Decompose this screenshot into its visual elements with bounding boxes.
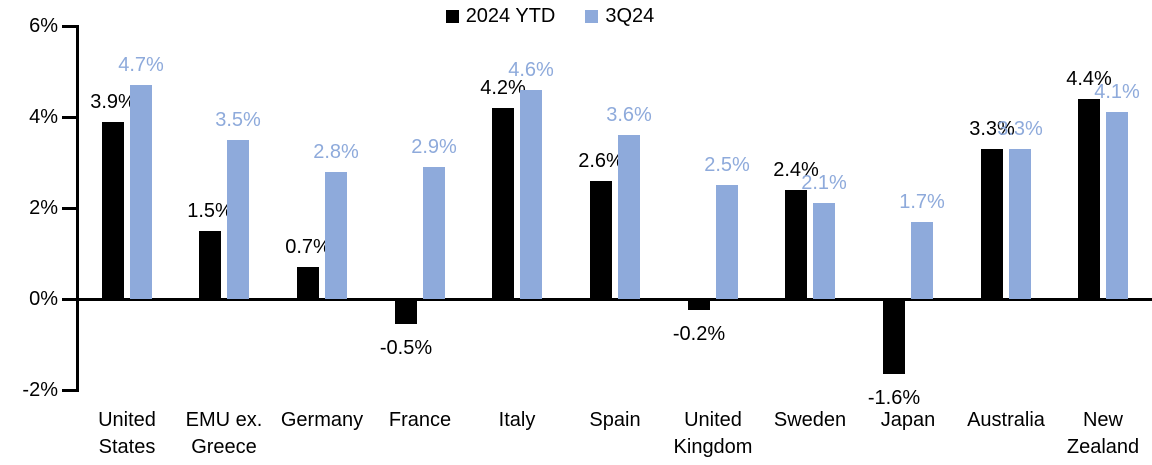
bar-value-label-2024-ytd-sweden: 2.4%	[773, 159, 819, 181]
y-axis-tick	[62, 25, 79, 28]
legend: 2024 YTD 3Q24	[0, 5, 1126, 28]
x-axis-category-label-italy: Italy	[498, 409, 536, 431]
bar-value-label-3q24-united-kingdom: 2.5%	[704, 154, 750, 176]
bar-value-label-3q24-germany: 2.8%	[313, 141, 359, 163]
x-axis-category-label-sweden: Sweden	[773, 409, 847, 431]
bar-3q24-germany	[325, 172, 347, 299]
bar-value-label-2024-ytd-japan: -1.6%	[867, 387, 921, 409]
bar-2024-ytd-new-zealand	[1078, 99, 1100, 299]
bar-3q24-united-kingdom	[716, 185, 738, 299]
y-axis-tick-label: 6%	[29, 15, 58, 37]
bar-2024-ytd-france	[395, 301, 417, 324]
bar-2024-ytd-australia	[981, 149, 1003, 299]
bar-value-label-2024-ytd-france: -0.5%	[379, 337, 433, 359]
y-axis-tick-label: -2%	[22, 379, 58, 401]
bar-value-label-2024-ytd-australia: 3.3%	[969, 118, 1015, 140]
bar-value-label-2024-ytd-spain: 2.6%	[578, 150, 624, 172]
bar-2024-ytd-italy	[492, 108, 514, 299]
bar-3q24-sweden	[813, 203, 835, 299]
legend-swatch-black-icon	[445, 10, 459, 23]
x-axis-category-label-united-states: United States	[98, 409, 156, 458]
x-axis-category-label-new-zealand: New Zealand	[1066, 409, 1140, 458]
bar-2024-ytd-sweden	[785, 190, 807, 299]
bar-3q24-spain	[618, 135, 640, 299]
bar-value-label-2024-ytd-germany: 0.7%	[285, 236, 331, 258]
legend-label-2024-ytd: 2024 YTD	[465, 5, 556, 27]
bar-value-label-2024-ytd-united-states: 3.9%	[90, 91, 136, 113]
bar-2024-ytd-united-kingdom	[688, 301, 710, 310]
y-axis-tick-label: 0%	[29, 288, 58, 310]
y-axis-tick-label: 2%	[29, 197, 58, 219]
bar-3q24-emu-ex-greece	[227, 140, 249, 299]
bar-value-label-2024-ytd-united-kingdom: -0.2%	[672, 323, 726, 345]
bar-value-label-3q24-new-zealand: 4.1%	[1094, 81, 1140, 103]
bar-value-label-3q24-australia: 3.3%	[997, 118, 1043, 140]
x-axis-category-label-germany: Germany	[280, 409, 364, 431]
bar-value-label-3q24-france: 2.9%	[411, 136, 457, 158]
legend-label-3q24: 3Q24	[605, 5, 655, 27]
y-axis-tick	[62, 207, 79, 210]
bar-value-label-2024-ytd-italy: 4.2%	[480, 77, 526, 99]
bar-value-label-3q24-united-states: 4.7%	[118, 54, 164, 76]
bar-value-label-3q24-japan: 1.7%	[899, 191, 945, 213]
bar-value-label-3q24-emu-ex-greece: 3.5%	[215, 109, 261, 131]
bar-2024-ytd-spain	[590, 181, 612, 299]
bar-3q24-france	[423, 167, 445, 299]
bar-3q24-japan	[911, 222, 933, 299]
x-axis-category-label-spain: Spain	[589, 409, 641, 431]
y-axis-tick	[62, 389, 79, 392]
legend-item-3q24: 3Q24	[585, 5, 654, 28]
bar-value-label-2024-ytd-emu-ex-greece: 1.5%	[187, 200, 233, 222]
x-axis-category-label-emu-ex-greece: EMU ex. Greece	[185, 409, 263, 458]
bar-3q24-united-states	[130, 85, 152, 299]
bar-value-label-3q24-spain: 3.6%	[606, 104, 652, 126]
bar-value-label-3q24-italy: 4.6%	[508, 59, 554, 81]
bar-3q24-new-zealand	[1106, 112, 1128, 299]
y-axis-tick	[62, 116, 79, 119]
bar-3q24-australia	[1009, 149, 1031, 299]
x-axis-line	[76, 298, 1152, 301]
bar-value-label-2024-ytd-new-zealand: 4.4%	[1066, 68, 1112, 90]
y-axis-tick-label: 4%	[29, 106, 58, 128]
bar-2024-ytd-japan	[883, 301, 905, 374]
x-axis-category-label-japan: Japan	[880, 409, 936, 431]
x-axis-category-label-united-kingdom: United Kingdom	[673, 409, 753, 458]
legend-swatch-blue-icon	[585, 10, 599, 23]
x-axis-category-label-australia: Australia	[967, 409, 1045, 431]
x-axis-category-label-france: France	[388, 409, 452, 431]
bar-2024-ytd-germany	[297, 267, 319, 299]
y-axis-tick	[62, 298, 79, 301]
bar-2024-ytd-emu-ex-greece	[199, 231, 221, 299]
bar-value-label-3q24-sweden: 2.1%	[801, 172, 847, 194]
bar-3q24-italy	[520, 90, 542, 299]
bar-2024-ytd-united-states	[102, 122, 124, 299]
legend-item-2024-ytd: 2024 YTD	[445, 5, 556, 28]
